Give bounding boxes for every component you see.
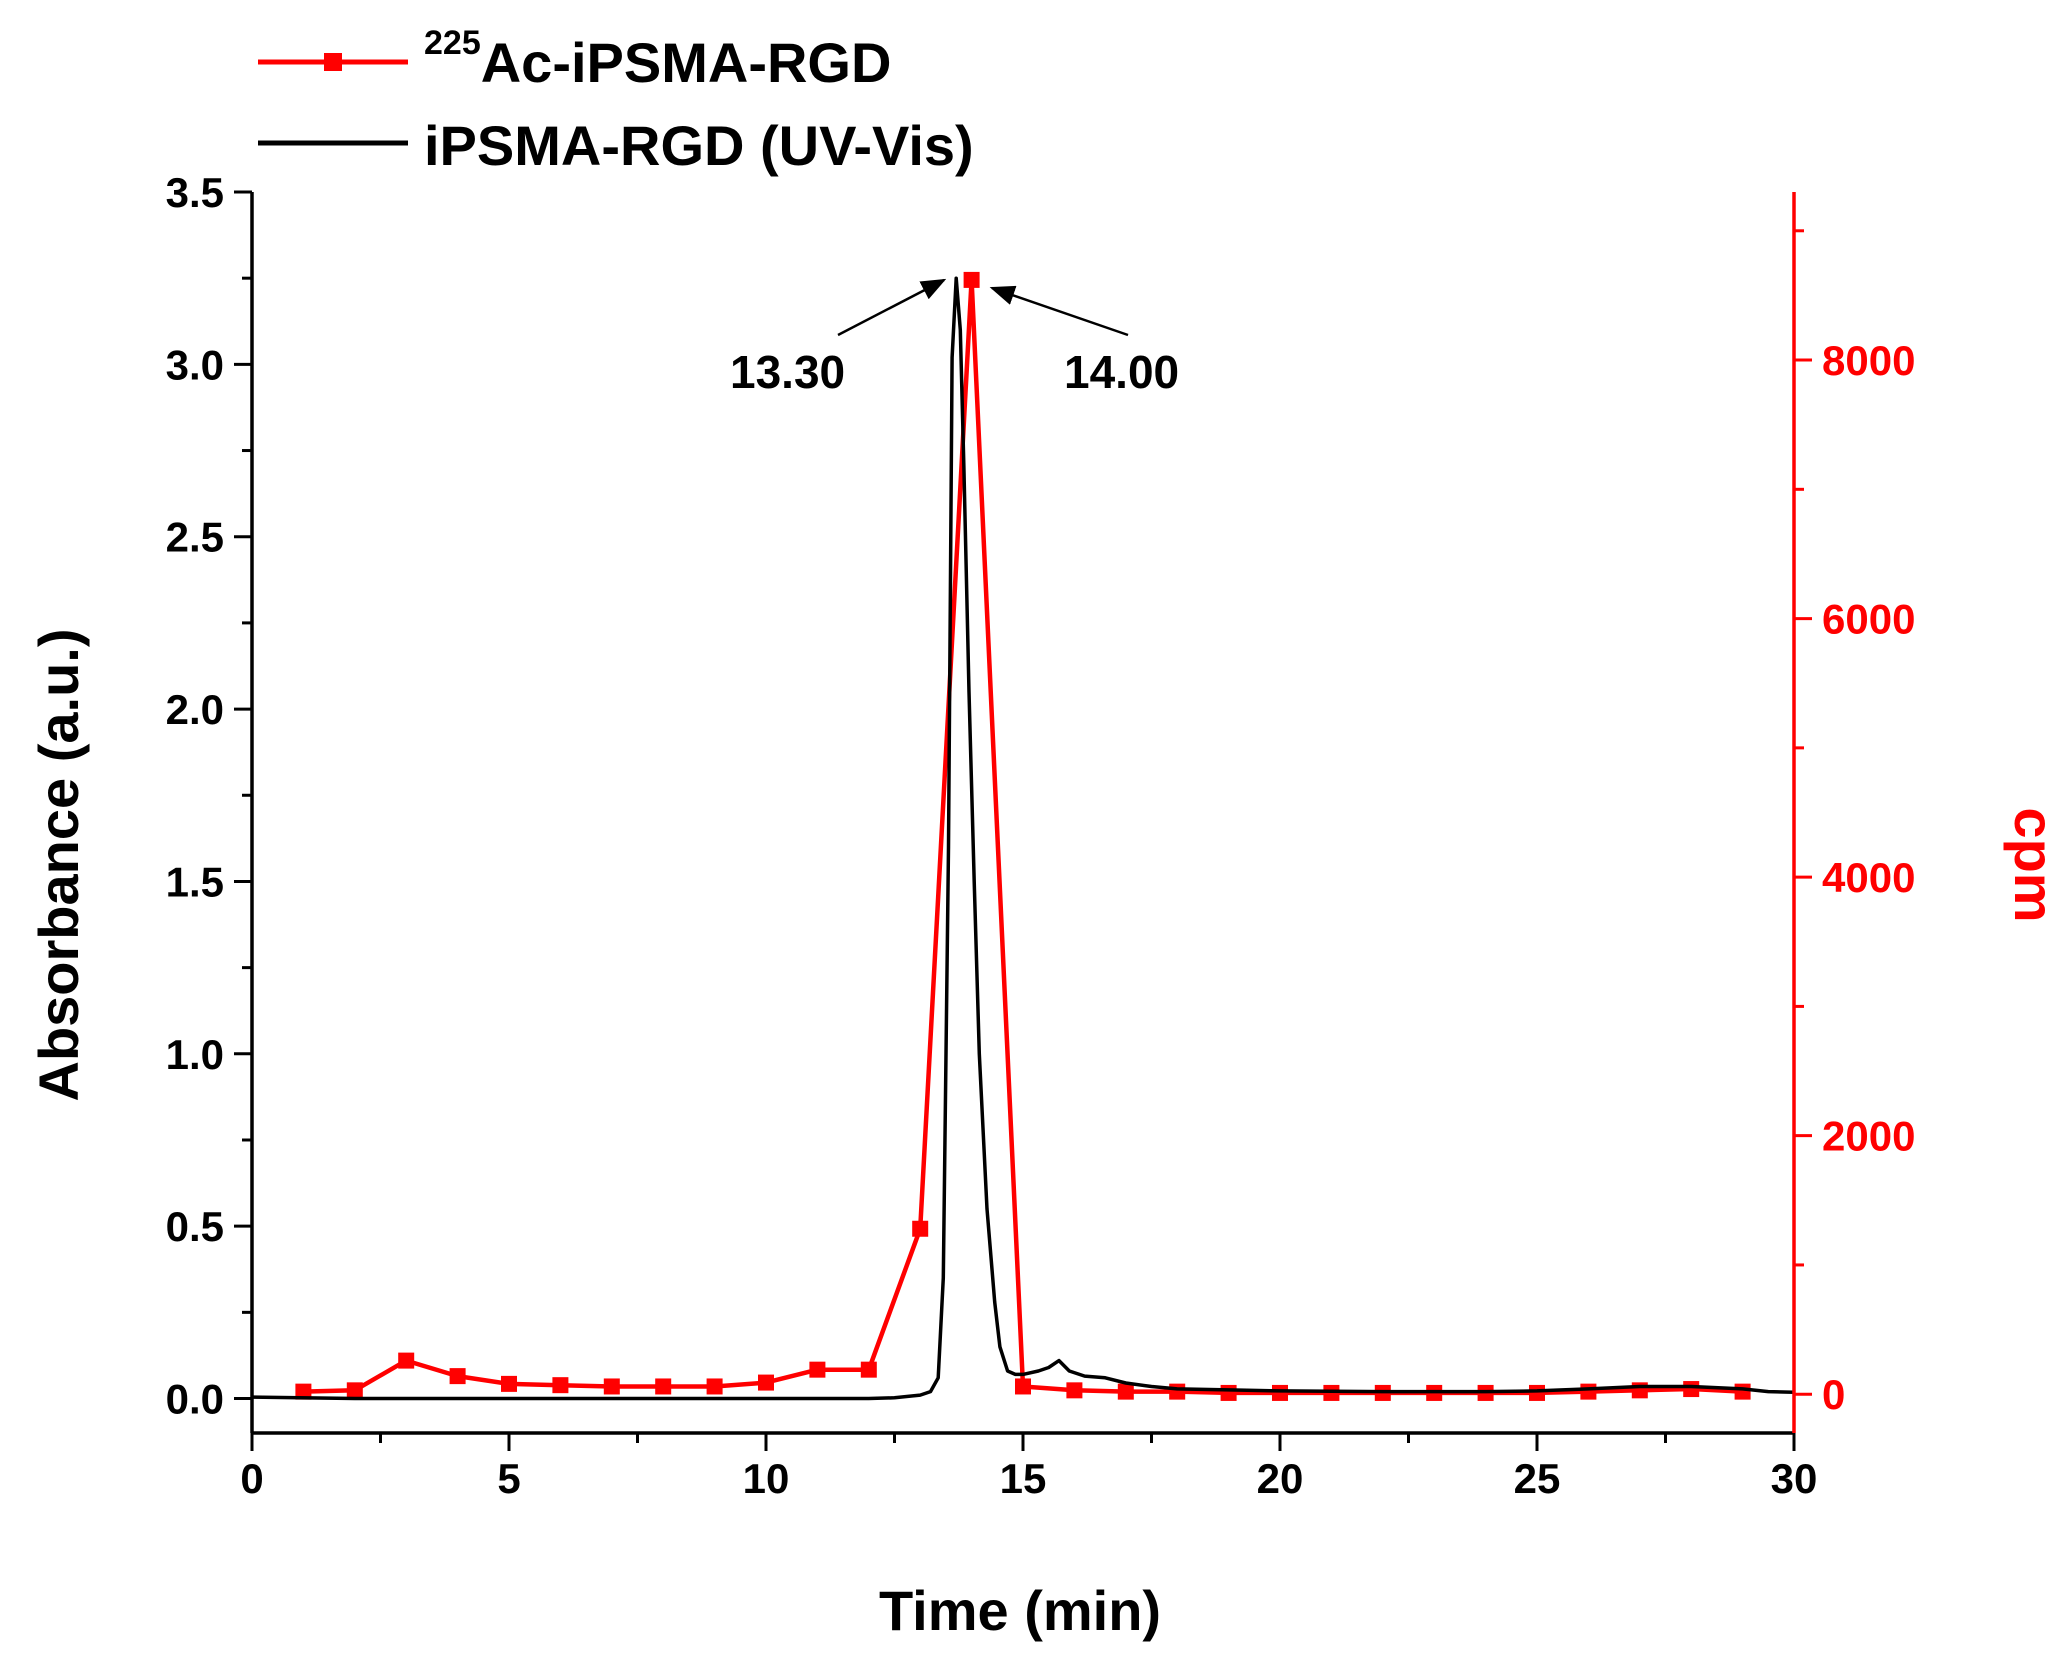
x-axis-title: Time (min) bbox=[879, 1579, 1161, 1642]
series-0-point bbox=[295, 1383, 312, 1400]
y-tick-label-0: 0.0 bbox=[166, 1376, 224, 1423]
annotation-label-activity-peak: 14.00 bbox=[1064, 346, 1179, 398]
y-tick-label-1: 1.0 bbox=[166, 1031, 224, 1078]
series-0-point bbox=[1220, 1384, 1237, 1401]
y2-tick-label-6000: 6000 bbox=[1822, 596, 1915, 643]
series-0-point bbox=[1580, 1383, 1597, 1400]
x-tick-label-10: 10 bbox=[743, 1455, 790, 1502]
y2-tick-label-0: 0 bbox=[1822, 1371, 1845, 1418]
x-tick-label-0: 0 bbox=[240, 1455, 263, 1502]
labels-layer: Time (min) Absorbance (a.u.) cpm bbox=[27, 629, 2061, 1642]
y2-tick-label-2000: 2000 bbox=[1822, 1113, 1915, 1160]
x-tick-label-5: 5 bbox=[497, 1455, 520, 1502]
y-tick-label-0.5: 0.5 bbox=[166, 1203, 224, 1250]
y-tick-label-2: 2.0 bbox=[166, 686, 224, 733]
annotation-arrow-activity-peak bbox=[989, 285, 1129, 337]
ticks-layer: 0 5 10 15 20 25 30 0.0 0.5 1.0 1.5 2.0 2.5 3.0 3.5 0 200… bbox=[166, 169, 1916, 1502]
y-tick-label-3.5: 3.5 bbox=[166, 169, 224, 216]
series-0-point bbox=[655, 1378, 672, 1395]
axes-layer bbox=[250, 192, 1796, 1435]
legend-label-activity: 225Ac-iPSMA-RGD bbox=[424, 24, 891, 94]
series-0-point bbox=[398, 1352, 415, 1369]
series-layer bbox=[251, 271, 1795, 1401]
y2-tick-label-8000: 8000 bbox=[1822, 337, 1915, 384]
series-0-point bbox=[963, 271, 980, 288]
x-tick-label-30: 30 bbox=[1771, 1455, 1818, 1502]
series-0-point bbox=[1117, 1383, 1134, 1400]
series-0-point bbox=[1015, 1378, 1031, 1395]
y-axis-title: Absorbance (a.u.) bbox=[27, 629, 90, 1102]
series-0-point bbox=[1683, 1381, 1700, 1398]
legend-label-activity-main: Ac-iPSMA-RGD bbox=[481, 31, 892, 94]
series-0-point bbox=[449, 1368, 466, 1385]
legend-label-uv: iPSMA-RGD (UV-Vis) bbox=[424, 114, 974, 177]
x-tick-label-15: 15 bbox=[1000, 1455, 1047, 1502]
series-0-point bbox=[860, 1361, 877, 1378]
series-0-point bbox=[706, 1378, 723, 1395]
legend-label-activity-sup: 225 bbox=[424, 24, 481, 62]
series-0-point bbox=[1631, 1382, 1648, 1399]
y-tick-label-2.5: 2.5 bbox=[166, 514, 224, 561]
series-0-point bbox=[603, 1378, 620, 1395]
y2-tick-label-4000: 4000 bbox=[1822, 854, 1915, 901]
annotation-label-uv-peak: 13.30 bbox=[730, 346, 845, 398]
series-0-point bbox=[758, 1374, 774, 1391]
series-0-point bbox=[552, 1377, 569, 1394]
series-0-point bbox=[1066, 1382, 1083, 1399]
series-0-point bbox=[912, 1220, 929, 1237]
x-tick-label-25: 25 bbox=[1514, 1455, 1561, 1502]
y-tick-label-3: 3.0 bbox=[166, 341, 224, 388]
series-0-point bbox=[809, 1361, 826, 1378]
series-0-point bbox=[1169, 1383, 1186, 1400]
series-0-point bbox=[1272, 1384, 1288, 1401]
annotation-arrow-uv-peak bbox=[837, 278, 947, 337]
series-line-0 bbox=[303, 277, 1743, 1396]
series-0-point bbox=[501, 1375, 517, 1392]
series-0-point bbox=[346, 1382, 363, 1399]
series-0-point bbox=[1529, 1384, 1545, 1401]
series-line-1 bbox=[251, 276, 1795, 1401]
annotations: 13.30 14.00 bbox=[730, 278, 1179, 398]
y2-axis-title: cpm bbox=[2003, 807, 2061, 922]
legend: 225Ac-iPSMA-RGD iPSMA-RGD (UV-Vis) bbox=[258, 24, 974, 177]
legend-marker-activity bbox=[324, 53, 342, 71]
series-0-point bbox=[1734, 1383, 1751, 1400]
x-tick-label-20: 20 bbox=[1257, 1455, 1304, 1502]
y-tick-label-1.5: 1.5 bbox=[166, 858, 224, 905]
